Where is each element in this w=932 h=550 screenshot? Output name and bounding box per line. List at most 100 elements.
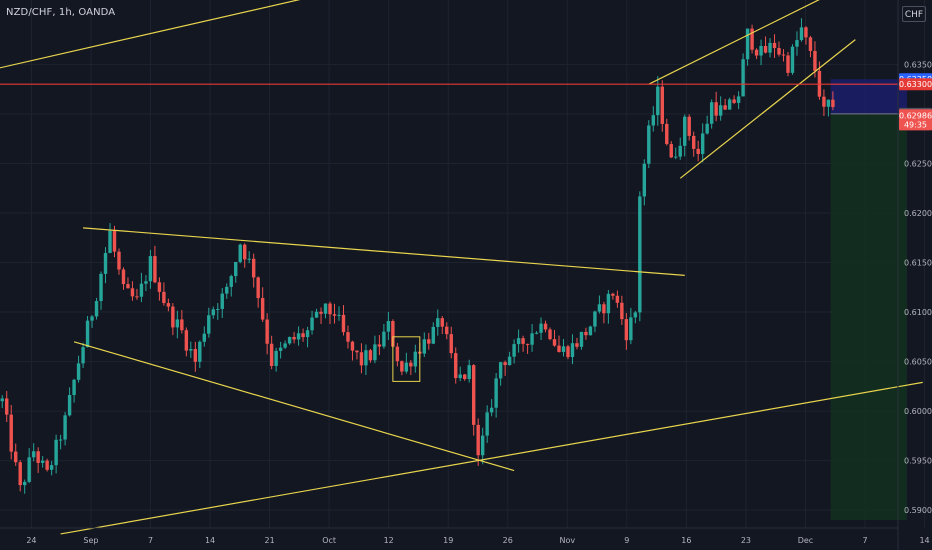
candle-body [90,316,94,321]
candle-body [826,99,831,107]
candle-body [292,336,296,340]
x-tick-label: 12 [384,536,394,545]
candle-body [45,460,49,470]
candle-body [552,339,557,346]
candle-body [346,332,350,342]
candle-body [799,27,804,41]
candle-body [332,314,337,316]
candle-body [561,346,566,352]
candle-body [588,326,593,336]
candle-body [795,40,799,47]
candle-body [341,314,346,333]
candle-body [485,412,489,436]
candle-body [427,339,431,344]
candle-body [238,244,242,262]
candle-body [72,379,76,396]
trendline [648,0,820,85]
candle-body [732,99,736,103]
x-tick-label: Dec [798,536,813,545]
price-label: 0.63300 [899,80,932,89]
candle-body [566,346,570,358]
candle-body [831,99,835,108]
candle-body [287,336,292,344]
candle-body [656,86,660,116]
candle-body [624,319,629,341]
candle-body [750,28,754,50]
candle-body [674,156,678,158]
x-tick-label: Oct [322,536,336,545]
x-tick-label: Sep [83,536,98,545]
candle-body [202,333,207,342]
candle-body [175,319,180,328]
trendline [83,227,685,276]
price-label-bg [899,109,932,122]
candle-body [323,303,328,314]
candle-body [40,460,45,463]
candle-body [691,135,696,149]
candle-body [745,28,750,60]
drawings-layer[interactable] [0,0,923,535]
candle-body [705,123,709,134]
x-tick-label: 7 [862,536,867,545]
candle-body [570,343,575,358]
candle-body [503,362,507,366]
trendline [73,341,515,472]
candle-body [103,252,108,274]
candle-body [543,323,548,330]
candle-body [189,349,193,351]
candle-body [265,319,269,344]
candle-body [247,258,251,260]
candle-body [629,317,633,341]
candle-body [99,273,103,302]
candle-body [678,145,682,157]
candle-body [521,338,525,344]
candle-body [22,481,27,486]
trendline [0,0,301,69]
candles-layer [0,18,835,494]
candle-body [498,362,503,379]
candle-body [494,378,498,408]
currency-button[interactable]: CHF [902,6,926,22]
candle-body [126,284,130,289]
candle-body [489,407,494,413]
candle-body [269,343,274,366]
candle-body [467,365,471,380]
candle-body [121,269,126,285]
candle-body [220,293,224,309]
candle-body [700,133,705,154]
candle-body [539,323,543,333]
candle-body [337,314,341,316]
candle-body [400,361,404,372]
candle-body [54,439,58,466]
candle-body [382,331,386,347]
symbol-title: NZD/CHF, 1h, OANDA [6,7,116,18]
candle-body [76,363,81,380]
candle-body [727,99,732,110]
candle-body [0,398,4,402]
candle-body [5,398,9,415]
candle-body [193,349,198,362]
candle-body [804,27,808,38]
candle-body [359,352,364,366]
x-tick-label: 16 [681,536,691,545]
candle-body [14,451,18,463]
candle-body [530,333,534,345]
x-tick-label: 7 [148,536,153,545]
candle-body [81,347,85,364]
candle-body [368,350,373,361]
candle-body [162,291,166,304]
candle-body [768,42,772,53]
candle-body [373,344,377,361]
candle-body [49,465,54,470]
candle-body [790,46,795,73]
candle-body [229,276,233,287]
candle-body [606,293,611,314]
candle-body [615,295,620,303]
candle-body [723,105,727,110]
